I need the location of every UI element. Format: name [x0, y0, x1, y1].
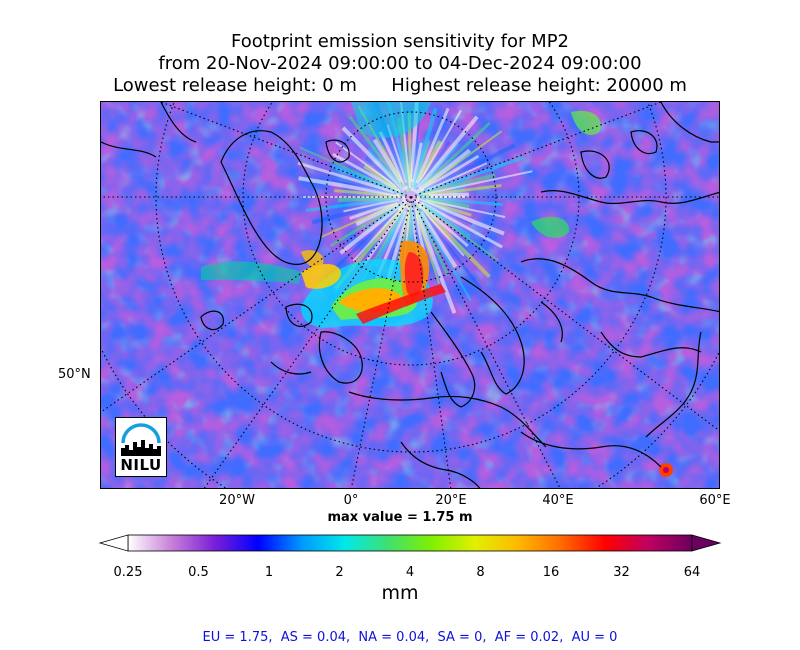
max-value-label: max value = 1.75 m: [327, 510, 473, 525]
chart-title: Footprint emission sensitivity for MP2: [230, 31, 569, 52]
latitude-tick: 50°N: [58, 367, 91, 382]
longitude-tick: 0°: [343, 493, 359, 508]
colorbar-gradient: [127, 534, 693, 552]
colorbar: [98, 534, 722, 552]
plume: [201, 102, 673, 477]
graticule: [101, 102, 719, 488]
colorbar-tick: 16: [542, 565, 560, 580]
coastlines: [101, 102, 719, 488]
colorbar-tick: 32: [613, 565, 630, 580]
nilu-logo: NILU: [115, 417, 167, 477]
colorbar-tick: 4: [405, 565, 415, 580]
chart-period: from 20-Nov-2024 09:00:00 to 04-Dec-2024…: [158, 53, 642, 74]
nilu-logo-icon: [121, 423, 161, 456]
colorbar-max-extend: [691, 534, 722, 552]
colorbar-tick: 64: [683, 565, 701, 580]
colorbar-unit: mm: [381, 582, 419, 604]
nilu-logo-text: NILU: [120, 456, 162, 474]
longitude-tick: 60°E: [699, 493, 731, 508]
colorbar-min-extend: [98, 534, 129, 552]
longitude-tick: 20°W: [219, 493, 255, 508]
colorbar-tick: 2: [335, 565, 344, 580]
release-heights: Lowest release height: 0 m Highest relea…: [113, 75, 687, 96]
map-canvas: [101, 102, 719, 488]
longitude-tick: 40°E: [542, 493, 574, 508]
region-totals: EU = 1.75, AS = 0.04, NA = 0.04, SA = 0,…: [202, 630, 618, 645]
sensitivity-map: [100, 101, 720, 489]
longitude-tick: 20°E: [435, 493, 467, 508]
colorbar-tick: 0.5: [188, 565, 209, 580]
colorbar-tick: 1: [264, 565, 274, 580]
colorbar-tick: 8: [476, 565, 485, 580]
colorbar-tick: 0.25: [113, 565, 143, 580]
